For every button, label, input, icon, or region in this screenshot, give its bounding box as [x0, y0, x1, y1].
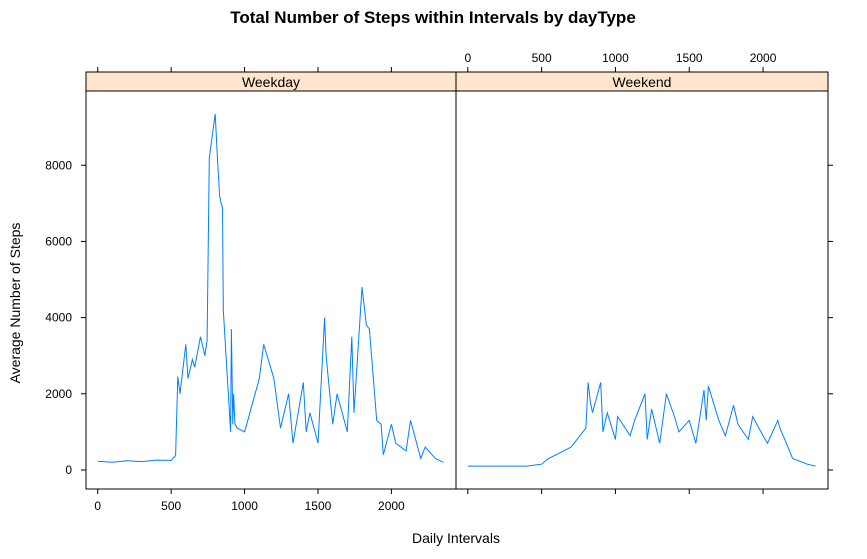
strip-label-weekday: Weekday [242, 74, 300, 90]
y-tick-label: 4000 [45, 311, 72, 325]
panels: Weekday 0 500 1000 1500 2000 Weekend 0 500 1000 15… [45, 51, 833, 513]
x-tick-label: 2000 [750, 51, 777, 65]
x-axis-label: Daily Intervals [412, 530, 500, 546]
x-tick-label: 500 [161, 499, 181, 513]
x-tick-label: 1500 [676, 51, 703, 65]
x-tick-label: 1000 [231, 499, 258, 513]
x-tick-label: 500 [532, 51, 552, 65]
strip-label-weekend: Weekend [613, 74, 672, 90]
x-tick-label: 1500 [305, 499, 332, 513]
series-line-weekend [467, 382, 816, 467]
y-tick-label: 2000 [45, 387, 72, 401]
panel-frame-weekend [455, 90, 829, 490]
y-tick-label: 8000 [45, 158, 72, 172]
chart-title: Total Number of Steps within Intervals b… [230, 8, 636, 27]
panel-frame-weekday [85, 90, 457, 490]
y-axis-label: Average Number of Steps [7, 223, 23, 384]
x-tick-label: 0 [94, 499, 101, 513]
x-tick-label: 1000 [602, 51, 629, 65]
x-tick-label: 2000 [378, 499, 405, 513]
y-tick-label: 6000 [45, 234, 72, 248]
y-tick-label: 0 [65, 463, 72, 477]
series-line-weekday [97, 113, 444, 463]
x-tick-label: 0 [464, 51, 471, 65]
